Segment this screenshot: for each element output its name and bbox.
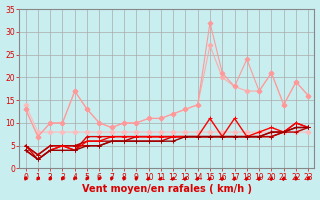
X-axis label: Vent moyen/en rafales ( km/h ): Vent moyen/en rafales ( km/h ) xyxy=(82,184,252,194)
